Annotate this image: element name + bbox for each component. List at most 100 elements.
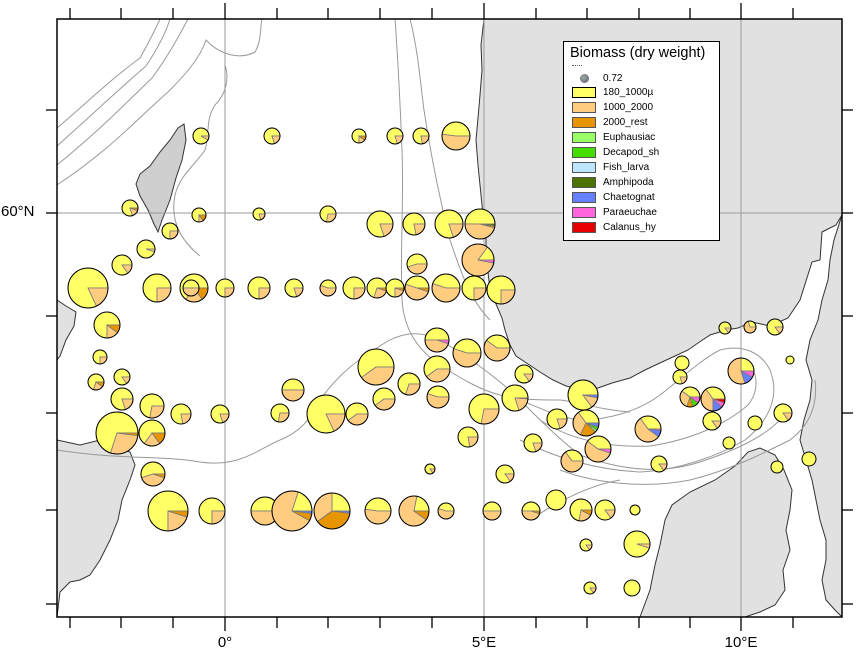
axis-ticks	[46, 3, 853, 631]
station-pie	[546, 408, 568, 430]
size-reference-symbol-icon	[580, 74, 589, 83]
land-sweden	[799, 214, 842, 617]
station-pie	[271, 490, 313, 532]
station-pie	[121, 199, 139, 217]
station-pie	[404, 275, 430, 301]
station-pie	[92, 349, 108, 365]
station-pie-charts	[67, 121, 817, 597]
station-pie	[495, 464, 515, 484]
station-pie	[386, 127, 404, 145]
station-pie	[139, 393, 165, 419]
station-pie	[452, 338, 482, 368]
station-pie	[424, 327, 450, 353]
station-pie	[431, 273, 461, 303]
station-pie	[483, 334, 511, 362]
station-pie	[147, 490, 189, 532]
station-pie	[110, 387, 134, 411]
station-pie	[210, 404, 230, 424]
station-pie	[111, 254, 133, 276]
legend-swatch-icon	[572, 192, 596, 203]
station-pie	[747, 415, 763, 431]
legend-item: 2000_rest	[572, 116, 647, 129]
station-pie	[482, 501, 502, 521]
station-pie	[426, 385, 450, 409]
station-pie	[584, 435, 612, 463]
legend-item: Paraeuchae	[572, 206, 657, 219]
station-pie	[437, 502, 455, 520]
legend-label: 2000_rest	[603, 117, 648, 128]
station-pie	[372, 387, 396, 411]
station-pie	[623, 530, 651, 558]
legend-item: Calanus_hy	[572, 221, 656, 234]
legend-swatch-icon	[572, 222, 596, 233]
station-pie	[722, 436, 736, 450]
legend-item: Euphausiac	[572, 131, 655, 144]
station-pie	[397, 372, 421, 396]
map-frame	[56, 18, 843, 618]
station-pie	[514, 364, 534, 384]
legend: Biomass (dry weight) 0.72 180_1000µ 1000_…	[563, 41, 720, 241]
land-denmark	[639, 447, 793, 617]
station-pie	[345, 402, 369, 426]
land-shetland	[135, 123, 187, 234]
station-pie	[306, 394, 346, 434]
station-pie	[567, 379, 599, 411]
station-pie	[569, 498, 593, 522]
station-pie	[351, 128, 367, 144]
station-pie	[785, 355, 795, 365]
station-pie	[521, 501, 541, 521]
station-pie	[434, 209, 464, 239]
y-axis-label: 60°N	[1, 203, 35, 220]
legend-swatch-icon	[572, 102, 596, 113]
station-pie	[142, 273, 172, 303]
legend-label: Fish_larva	[603, 162, 650, 173]
legend-swatch-icon	[572, 177, 596, 188]
station-pie	[486, 275, 516, 305]
station-pie	[252, 207, 266, 221]
station-pie	[192, 127, 210, 145]
x-axis-label: 0°	[217, 634, 233, 651]
x-axis-label: 10°E	[724, 634, 758, 651]
station-pie	[560, 449, 584, 473]
legend-swatch-icon	[572, 147, 596, 158]
legend-label: Euphausiac	[603, 132, 656, 143]
station-pie	[87, 373, 105, 391]
x-axis-label: 5°E	[471, 634, 497, 651]
legend-title: Biomass (dry weight)	[570, 45, 706, 61]
station-pie	[402, 212, 426, 236]
station-pie	[182, 279, 200, 297]
station-pie	[412, 127, 430, 145]
station-pie	[579, 538, 593, 552]
station-pie	[385, 278, 405, 298]
legend-item: Chaetognat	[572, 191, 655, 204]
legend-label: Chaetognat	[603, 192, 655, 203]
legend-label: Calanus_hy	[603, 222, 656, 233]
legend-label: Decapod_sh	[603, 147, 660, 158]
station-pie	[766, 318, 784, 336]
legend-size-value: 0.72	[603, 73, 623, 84]
station-pie	[672, 369, 688, 385]
station-pie	[424, 463, 436, 475]
station-pie	[247, 276, 271, 300]
legend-swatch-icon	[572, 87, 596, 98]
station-pie	[457, 426, 479, 448]
station-pie	[319, 279, 337, 297]
station-pie	[281, 378, 305, 402]
station-pie	[313, 492, 351, 530]
station-pie	[191, 207, 207, 223]
station-pie	[572, 409, 600, 437]
station-pie	[801, 451, 817, 467]
legend-label: Amphipoda	[603, 177, 654, 188]
station-pie	[523, 433, 543, 453]
station-pie	[95, 411, 139, 455]
station-pie	[406, 253, 428, 275]
station-pie	[366, 210, 394, 238]
station-pie	[629, 504, 641, 516]
station-pie	[700, 386, 726, 412]
station-pie	[441, 121, 471, 151]
station-pie	[357, 348, 395, 386]
station-pie	[468, 393, 500, 425]
station-pie	[679, 386, 701, 408]
station-pie	[136, 239, 156, 259]
